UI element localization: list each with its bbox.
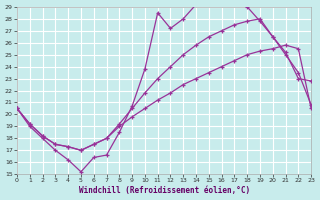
X-axis label: Windchill (Refroidissement éolien,°C): Windchill (Refroidissement éolien,°C)	[78, 186, 250, 195]
